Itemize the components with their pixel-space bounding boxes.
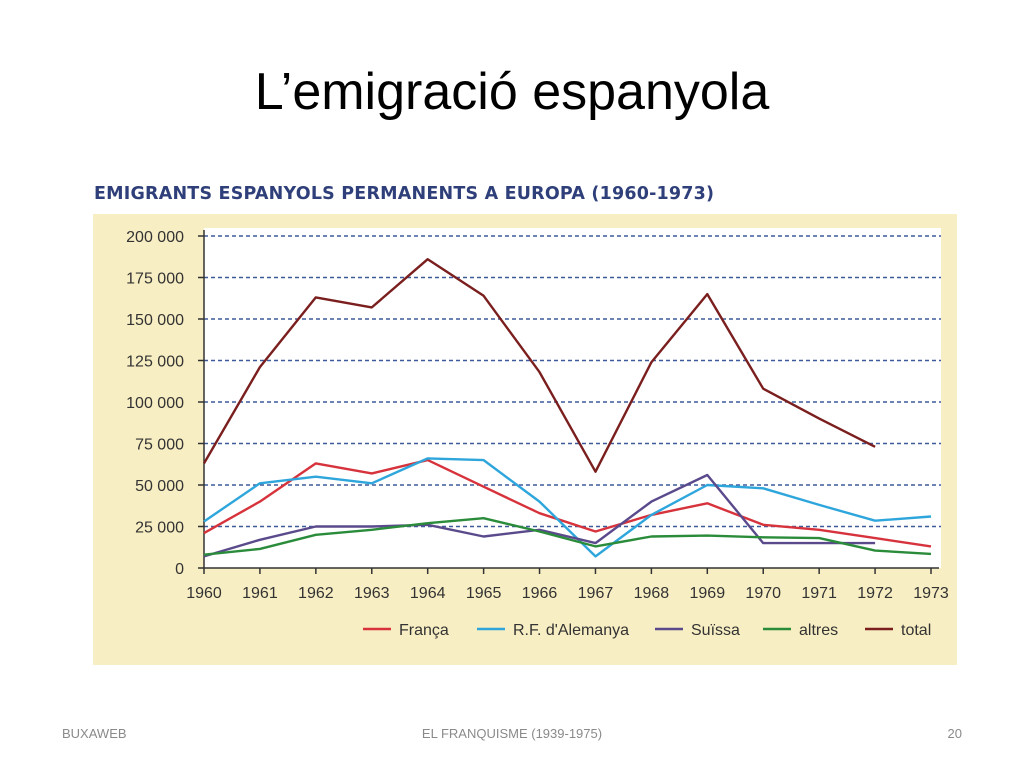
footer-topic: EL FRANQUISME (1939-1975) (421, 726, 603, 741)
x-tick-label: 1962 (298, 585, 334, 602)
y-tick-label: 175 000 (126, 271, 184, 288)
x-tick-label: 1965 (466, 585, 502, 602)
x-tick-label: 1970 (745, 585, 781, 602)
y-tick-label: 50 000 (135, 478, 184, 495)
line-chart: 0 25 000 50 000 75 000 100 000 125 000 150 000… (126, 228, 949, 639)
series-line-4 (202, 258, 876, 473)
legend-label: total (901, 622, 931, 639)
plot-area (204, 228, 941, 568)
y-tick-label: 100 000 (126, 395, 184, 412)
x-tick-label: 1969 (690, 585, 726, 602)
y-tick-label: 200 000 (126, 229, 184, 246)
chart-title: EMIGRANTS ESPANYOLS PERMANENTS A EUROPA … (94, 184, 715, 204)
x-tick-label: 1971 (801, 585, 837, 602)
legend-label: França (399, 622, 449, 639)
y-tick-label: 0 (175, 561, 184, 578)
x-tick-label: 1964 (410, 585, 446, 602)
grid (204, 228, 941, 568)
footer-author: BUXAWEB (62, 726, 127, 741)
legend-label: Suïssa (691, 622, 740, 639)
legend-label: R.F. d'Alemanya (513, 622, 629, 639)
x-tick-label: 1972 (857, 585, 893, 602)
y-tick-label: 25 000 (135, 520, 184, 537)
y-tick-label: 150 000 (126, 312, 184, 329)
series-line-2 (203, 473, 876, 558)
slide-number: 20 (947, 726, 962, 741)
x-tick-label: 1960 (186, 585, 222, 602)
x-tick-label: 1966 (522, 585, 558, 602)
y-tick-label: 125 000 (126, 354, 184, 371)
x-tick-label: 1968 (634, 585, 670, 602)
series-line-1 (203, 457, 932, 558)
legend-label: altres (799, 622, 838, 639)
x-tick-label: 1973 (913, 585, 949, 602)
axes: 0 25 000 50 000 75 000 100 000 125 000 150 000… (126, 229, 949, 602)
series-lines (202, 258, 932, 558)
legend: França R.F. d'Alemanya Suïssa altres total (363, 622, 931, 639)
x-tick-label: 1967 (578, 585, 614, 602)
series-line-0 (203, 458, 932, 548)
series-line-3 (203, 517, 932, 556)
slide-title: L’emigració espanyola (254, 63, 770, 121)
y-tick-label: 75 000 (135, 437, 184, 454)
x-tick-label: 1963 (354, 585, 390, 602)
x-tick-label: 1961 (242, 585, 278, 602)
